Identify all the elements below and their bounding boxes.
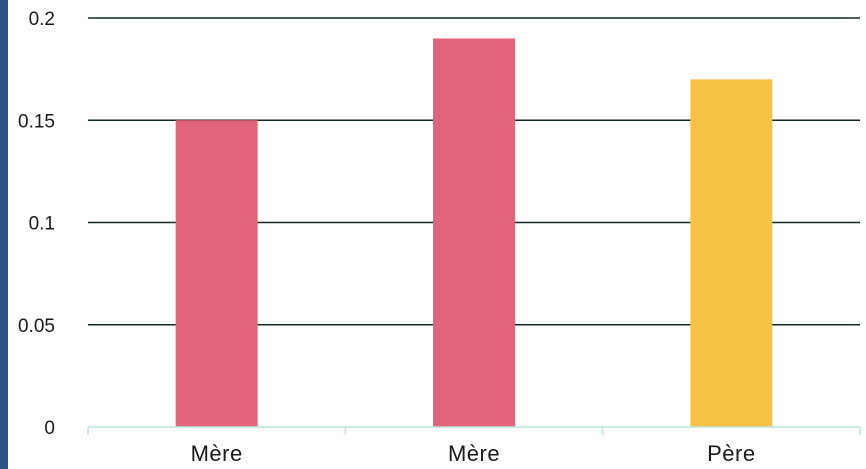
x-category-label: Mère	[191, 441, 243, 466]
y-tick-label: 0.1	[29, 214, 55, 235]
y-tick-label: 0.2	[29, 9, 55, 30]
y-tick-label: 0.05	[18, 316, 55, 337]
x-category-label: Mère	[448, 441, 500, 466]
x-axis	[87, 426, 861, 435]
x-category-label: Père	[707, 441, 755, 466]
bar	[175, 120, 258, 427]
bar	[433, 38, 515, 427]
bar	[690, 79, 773, 427]
y-tick-label: 0.15	[18, 111, 55, 132]
left-accent-bar	[0, 0, 8, 469]
bars	[175, 38, 773, 427]
x-axis-category-labels: Mère Mère Père	[191, 441, 755, 466]
y-tick-label: 0	[44, 418, 55, 439]
y-axis-tick-labels: 0 0.05 0.1 0.15 0.2	[18, 9, 55, 439]
